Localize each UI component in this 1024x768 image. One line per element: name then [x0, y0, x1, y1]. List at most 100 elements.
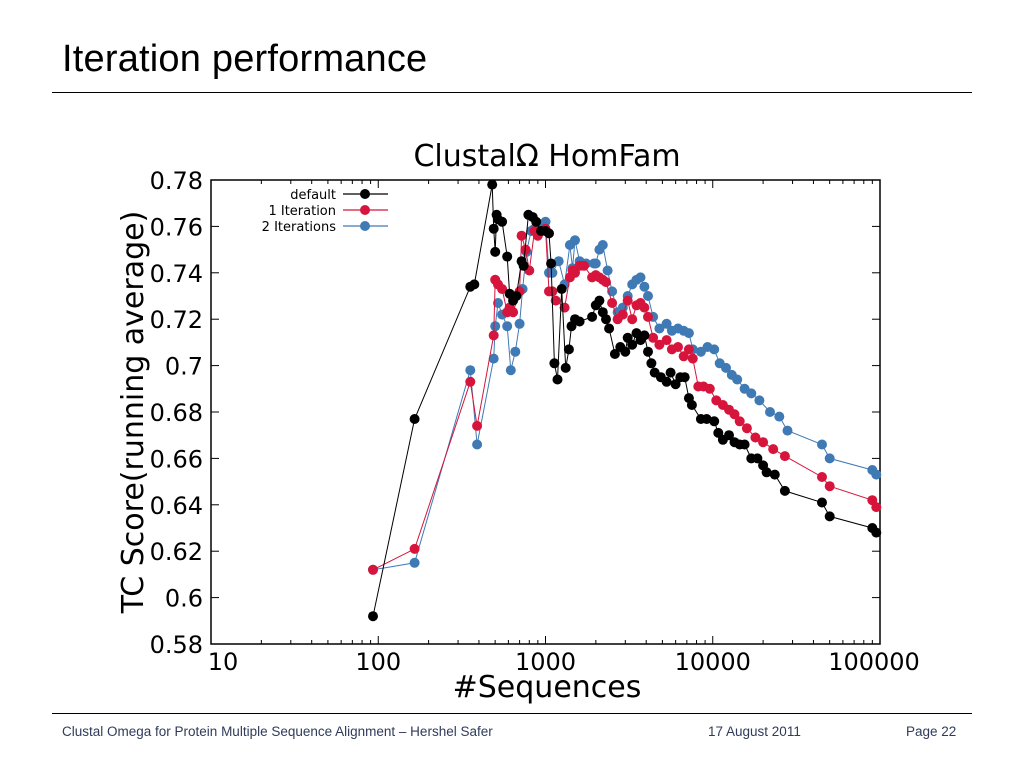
y-tick-label: 0.76	[150, 213, 203, 241]
data-point-default	[620, 346, 631, 357]
data-point-1-iteration	[648, 332, 659, 343]
data-point-default	[511, 291, 522, 301]
data-point-default	[487, 179, 498, 190]
data-point-default	[769, 469, 780, 480]
data-point-default	[552, 374, 563, 385]
data-point-default	[646, 358, 657, 369]
data-point-default	[587, 311, 598, 322]
data-point-default	[469, 279, 480, 290]
data-point-1-iteration	[550, 295, 561, 306]
data-point-default	[518, 260, 529, 271]
footer-presentation-title: Clustal Omega for Protein Multiple Seque…	[62, 724, 493, 739]
data-point-1-iteration	[601, 277, 611, 288]
data-point-2-iterations	[502, 321, 513, 332]
series-line-1-iteration	[372, 227, 877, 571]
data-point-default	[544, 228, 554, 239]
data-point-1-iteration	[871, 502, 882, 513]
data-point-1-iteration	[661, 335, 672, 346]
series-line-2-iterations	[372, 220, 877, 571]
data-point-2-iterations	[493, 298, 503, 308]
data-point-2-iterations	[635, 272, 646, 283]
data-point-1-iteration	[654, 339, 665, 350]
data-point-1-iteration	[683, 344, 694, 355]
data-point-default	[686, 400, 697, 410]
data-point-1-iteration	[643, 311, 653, 322]
data-point-1-iteration	[508, 307, 519, 318]
data-point-2-iterations	[590, 258, 601, 269]
data-point-2-iterations	[683, 328, 694, 339]
data-point-2-iterations	[472, 439, 483, 450]
x-tick-label: 1000	[515, 648, 576, 676]
data-point-2-iterations	[505, 365, 516, 376]
data-point-2-iterations	[553, 256, 564, 267]
legend-marker-1-iteration	[360, 205, 370, 215]
data-point-1-iteration	[617, 309, 628, 320]
data-point-default	[871, 527, 882, 538]
series-line-default	[372, 184, 877, 617]
data-point-default	[752, 453, 763, 464]
data-point-2-iterations	[639, 281, 650, 292]
data-point-default	[661, 376, 672, 387]
data-point-2-iterations	[643, 291, 653, 301]
data-point-default	[368, 611, 378, 622]
data-point-2-iterations	[871, 469, 882, 480]
data-point-1-iteration	[579, 260, 589, 271]
x-tick-label: 100	[355, 648, 401, 676]
data-point-default	[639, 330, 650, 341]
data-point-1-iteration	[704, 383, 715, 394]
series-1-iteration	[368, 223, 882, 575]
data-point-default	[563, 344, 574, 355]
data-point-2-iterations	[617, 302, 628, 313]
data-point-default	[549, 358, 560, 369]
data-point-default	[497, 216, 508, 227]
data-point-default	[665, 367, 676, 378]
data-point-1-iteration	[627, 314, 638, 325]
data-point-1-iteration	[750, 432, 761, 443]
data-point-default	[609, 349, 620, 359]
footer-date: 17 August 2011	[708, 724, 801, 739]
data-point-2-iterations	[547, 267, 558, 278]
y-axis-tick-labels: 0.58 0.6 0.62 0.64 0.66 0.68 0.7 0.72 0.74 0.76 0.…	[150, 167, 203, 659]
data-point-default	[643, 346, 653, 357]
legend-label-default: default	[290, 188, 336, 203]
data-point-2-iterations	[540, 216, 551, 227]
y-axis-label: TC Score(running average)	[116, 211, 151, 615]
series-layer	[368, 179, 882, 622]
x-axis-tick-labels: 10 100 1000 10000 100000	[208, 648, 920, 676]
data-point-2-iterations	[488, 353, 499, 364]
data-point-default	[724, 430, 734, 441]
footer-page-number: Page 22	[906, 724, 957, 739]
data-point-2-iterations	[409, 557, 420, 568]
data-point-2-iterations	[570, 235, 580, 246]
data-point-1-iteration	[607, 298, 618, 308]
data-point-default	[409, 414, 420, 424]
data-point-default	[560, 362, 571, 373]
x-tick-label: 10000	[675, 648, 751, 676]
data-point-1-iteration	[817, 472, 827, 482]
data-point-2-iterations	[597, 240, 608, 250]
data-point-default	[490, 246, 501, 257]
data-point-1-iteration	[639, 302, 650, 313]
x-tick-label: 100000	[828, 648, 920, 676]
data-point-1-iteration	[465, 376, 476, 387]
data-point-1-iteration	[779, 451, 790, 462]
y-tick-label: 0.68	[150, 399, 203, 427]
legend-marker-default	[360, 189, 370, 199]
data-point-default	[604, 323, 615, 334]
x-axis-label: #Sequences	[453, 670, 642, 705]
data-point-2-iterations	[602, 265, 613, 276]
y-tick-label: 0.78	[150, 167, 203, 195]
data-point-1-iteration	[472, 420, 483, 431]
data-point-2-iterations	[510, 346, 521, 357]
data-point-default	[531, 216, 542, 227]
slide-title: Iteration performance	[62, 38, 428, 80]
data-point-2-iterations	[514, 318, 525, 329]
data-point-default	[824, 511, 835, 522]
data-point-2-iterations	[490, 321, 501, 332]
data-point-default	[679, 372, 690, 383]
data-point-2-iterations	[746, 388, 757, 399]
data-point-1-iteration	[673, 342, 683, 352]
data-point-1-iteration	[368, 564, 378, 575]
y-tick-label: 0.72	[150, 306, 203, 334]
